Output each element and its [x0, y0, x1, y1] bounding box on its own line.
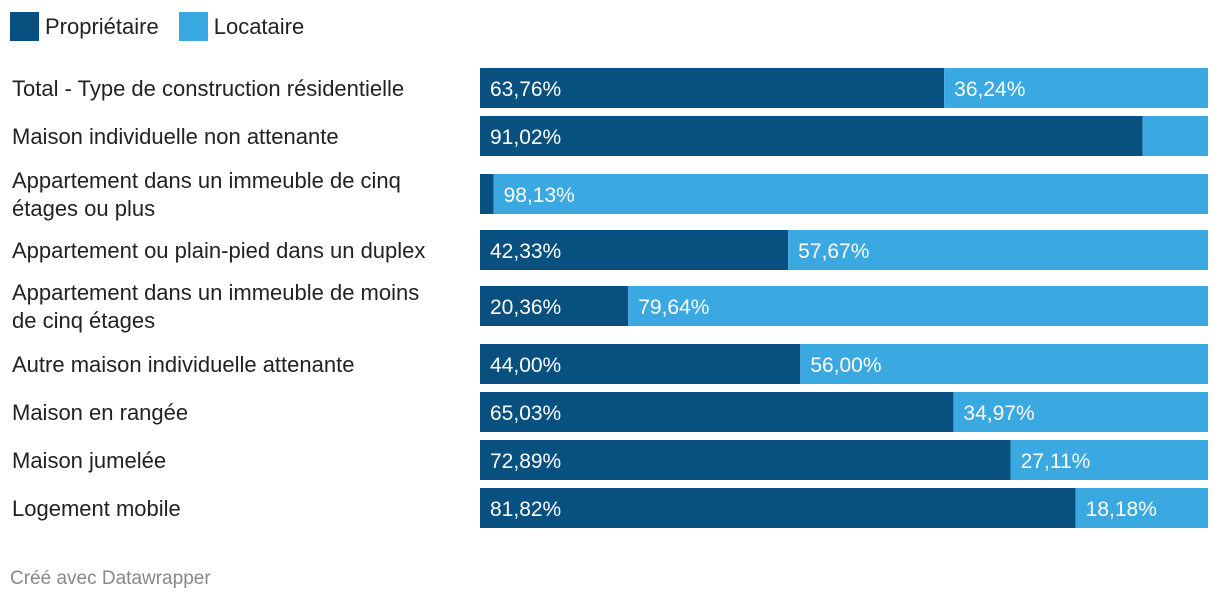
category-label: Total - Type de construction résidentiel… [12, 76, 404, 101]
bar-owner [480, 440, 1011, 480]
value-label-owner: 20,36% [490, 296, 561, 319]
bar-owner [480, 68, 945, 108]
value-label-renter: 18,18% [1086, 498, 1157, 521]
value-label-renter: 79,64% [638, 296, 709, 319]
category-label: Maison jumelée [12, 448, 166, 473]
legend-item-renter: Locataire [178, 12, 305, 41]
bar-renter [493, 174, 1208, 214]
value-label-owner: 72,89% [490, 450, 561, 473]
bar-owner [480, 488, 1076, 528]
chart-legend: Propriétaire Locataire [10, 12, 324, 41]
bar-owner [480, 230, 789, 270]
bar-renter [944, 68, 1208, 108]
value-label-renter: 34,97% [963, 402, 1034, 425]
bar-renter [1075, 488, 1208, 528]
legend-swatch-owner [10, 12, 39, 41]
bar-owner [480, 116, 1143, 156]
value-label-renter: 27,11% [1021, 450, 1091, 473]
footer-credit: Créé avec Datawrapper [10, 568, 211, 589]
bar-renter [1010, 440, 1208, 480]
category-label: Maison individuelle non attenante [12, 124, 339, 149]
category-label: Appartement ou plain-pied dans un duplex [12, 238, 425, 263]
bar-renter [788, 230, 1208, 270]
value-label-owner: 44,00% [490, 354, 561, 377]
value-label-owner: 81,82% [490, 498, 561, 521]
category-label: Appartement dans un immeuble de cinq étag… [12, 168, 401, 221]
legend-label-owner: Propriétaire [45, 13, 159, 39]
bar-owner [480, 344, 801, 384]
category-label: Logement mobile [12, 496, 181, 521]
bar-renter [800, 344, 1208, 384]
legend-item-owner: Propriétaire [10, 12, 159, 41]
value-label-owner: 42,33% [490, 240, 561, 263]
category-label: Appartement dans un immeuble de moins de … [12, 280, 419, 333]
legend-label-renter: Locataire [213, 13, 305, 39]
value-label-owner: 63,76% [490, 78, 561, 101]
bar-owner [480, 392, 954, 432]
value-label-renter: 98,13% [504, 184, 575, 207]
bar-renter [1142, 116, 1208, 156]
category-label: Maison en rangée [12, 400, 188, 425]
value-label-owner: 65,03% [490, 402, 561, 425]
bar-renter [953, 392, 1208, 432]
category-label: Autre maison individuelle attenante [12, 352, 354, 377]
value-label-renter: 56,00% [810, 354, 881, 377]
bar-renter [628, 286, 1208, 326]
value-label-renter: 36,24% [954, 78, 1025, 101]
legend-swatch-renter [178, 12, 208, 41]
stacked-bar-chart: Total - Type de construction résidentiel… [12, 68, 1208, 528]
value-label-owner: 91,02% [490, 126, 561, 149]
bar-owner [480, 286, 629, 326]
value-label-renter: 57,67% [798, 240, 869, 263]
bar-owner [480, 174, 494, 214]
